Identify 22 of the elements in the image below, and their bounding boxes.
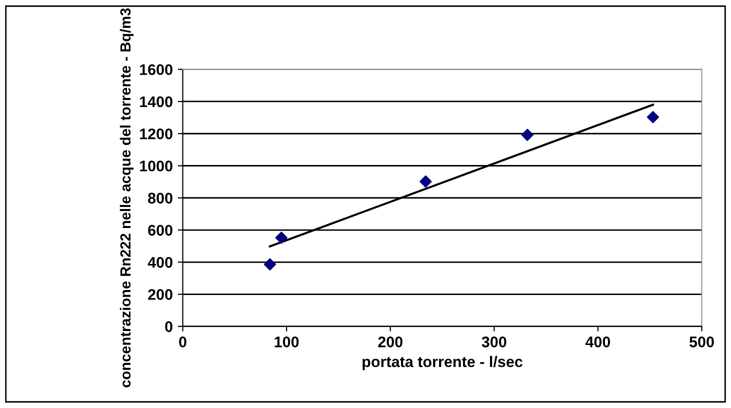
y-tick-label: 600 xyxy=(148,224,172,236)
y-tick-label: 200 xyxy=(148,289,172,300)
x-tick-label: 200 xyxy=(378,336,402,348)
y-axis-title: concentrazione Rn222 nelle acque del torrente - Bq/m3 xyxy=(120,8,134,388)
y-tick-label: 1000 xyxy=(140,160,172,172)
point xyxy=(275,232,288,244)
x-tick-label: 300 xyxy=(482,336,506,348)
y-tick-label: 1600 xyxy=(140,64,172,76)
x-tick-label: 0 xyxy=(179,336,186,348)
point xyxy=(264,258,276,270)
y-tick-label: 800 xyxy=(148,192,172,204)
y-tick-label: 1200 xyxy=(140,128,172,140)
point xyxy=(420,175,432,188)
y-tick-label: 400 xyxy=(148,257,172,268)
y-tick-label: 1400 xyxy=(140,96,172,108)
x-tick-label: 500 xyxy=(689,336,714,348)
x-tick-label: 400 xyxy=(585,336,610,348)
x-tick-label: 100 xyxy=(274,336,299,348)
y-tick-label: 0 xyxy=(165,321,172,332)
point xyxy=(521,128,534,141)
x-axis-title: portata torrente - l/sec xyxy=(362,356,522,370)
point xyxy=(646,111,660,124)
